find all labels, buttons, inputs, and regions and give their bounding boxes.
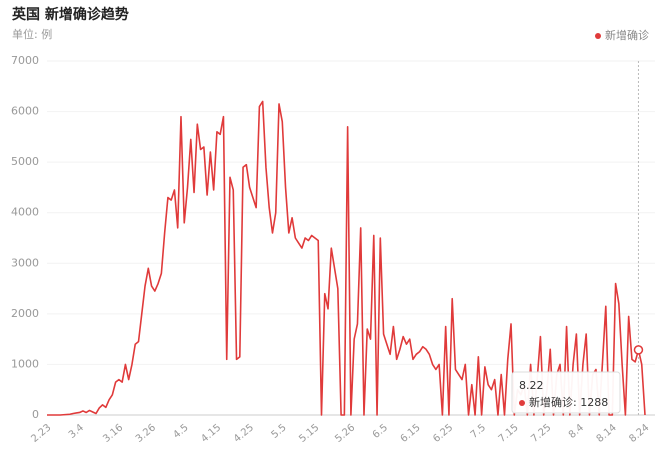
- x-tick-label: 5.15: [297, 422, 321, 445]
- tooltip-text: 新增确诊: 1288: [529, 395, 608, 409]
- x-tick-label: 3.26: [134, 422, 158, 445]
- x-tick-label: 3.16: [101, 422, 125, 445]
- y-tick-label: 5000: [11, 155, 39, 168]
- tooltip-sep: :: [573, 396, 580, 409]
- y-tick-label: 4000: [11, 206, 39, 219]
- chart-subtitle: 单位: 例: [12, 27, 52, 41]
- legend-label: 新增确诊: [605, 28, 649, 42]
- x-tick-label: 8.4: [567, 422, 586, 441]
- tooltip-box: [511, 371, 621, 414]
- x-tick-label: 6.15: [399, 422, 423, 445]
- x-tick-label: 3.4: [67, 422, 86, 441]
- tooltip-series: 新增确诊: [529, 395, 573, 409]
- x-tick-label: 7.5: [469, 422, 488, 441]
- legend-marker: [595, 33, 601, 39]
- x-tick-label: 8.24: [627, 422, 651, 445]
- y-tick-label: 7000: [11, 54, 39, 67]
- x-tick-label: 6.25: [431, 422, 455, 445]
- x-tick-label: 4.25: [232, 422, 256, 445]
- series-line: [47, 100, 646, 416]
- x-tick-label: 4.15: [199, 422, 223, 445]
- x-tick-label: 2.23: [29, 422, 53, 445]
- hover-point: [633, 345, 644, 355]
- y-tick-label: 3000: [11, 256, 39, 269]
- chart-title: 英国 新增确诊趋势: [11, 6, 129, 23]
- tooltip-value: 1288: [580, 396, 608, 409]
- x-tick-label: 4.5: [171, 422, 190, 441]
- y-tick-label: 2000: [11, 307, 39, 320]
- x-tick-label: 7.15: [497, 422, 521, 445]
- x-tick-label: 8.14: [595, 422, 619, 445]
- y-tick-label: 6000: [11, 105, 39, 118]
- tooltip-title: 8.22: [519, 379, 544, 392]
- x-tick-label: 6.5: [371, 422, 390, 441]
- x-tick-label: 5.5: [269, 422, 288, 441]
- x-tick-label: 7.25: [529, 422, 553, 445]
- x-tick-label: 5.26: [333, 422, 357, 445]
- y-tick-label: 0: [32, 408, 39, 421]
- y-tick-label: 1000: [11, 357, 39, 370]
- tooltip-marker: [519, 400, 525, 406]
